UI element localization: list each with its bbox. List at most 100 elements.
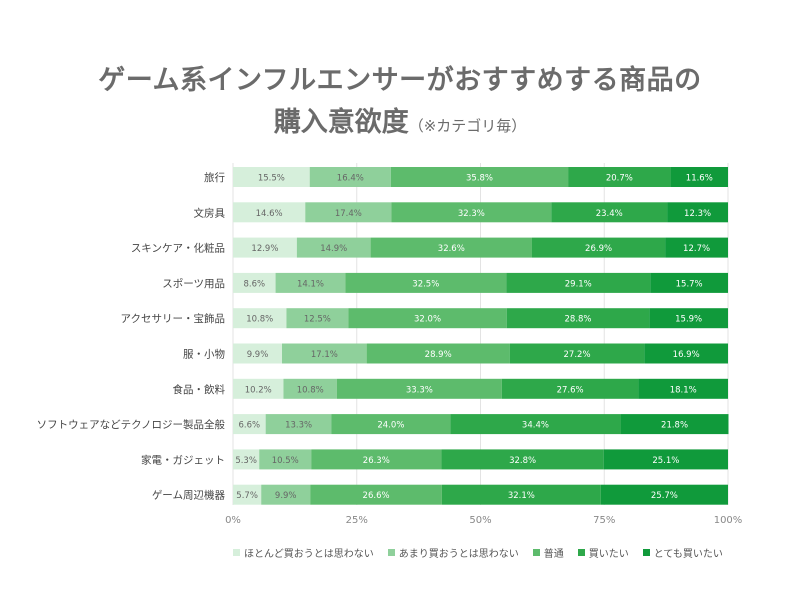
data-label: 28.9% <box>425 350 452 360</box>
chart-title-main: 購入意欲度 <box>273 107 409 138</box>
data-label: 27.6% <box>557 385 584 395</box>
category-label: スポーツ用品 <box>162 278 225 290</box>
data-label: 18.1% <box>670 385 697 395</box>
bar-segment <box>336 378 502 399</box>
category-label: 旅行 <box>204 171 225 184</box>
data-label: 11.6% <box>686 174 713 184</box>
data-label: 5.3% <box>235 456 257 466</box>
bar-segment <box>370 237 532 258</box>
stacked-bar-chart: 0% 25% 50% 75% 100% 旅行 15.5% 16.4% 35.8% 20.7% 11.… <box>37 163 743 526</box>
data-label: 26.6% <box>363 491 390 501</box>
data-label: 12.5% <box>304 315 331 325</box>
data-label: 23.4% <box>596 209 623 219</box>
data-label: 32.1% <box>508 491 535 501</box>
bar-segment <box>331 414 451 435</box>
data-label: 17.1% <box>311 350 338 360</box>
bar-segment <box>345 272 507 293</box>
bar-segment <box>600 484 728 505</box>
legend-label: 普通 <box>543 549 564 560</box>
category-label: 家電・ガジェット <box>141 453 225 466</box>
data-label: 8.6% <box>243 279 265 289</box>
legend-swatch <box>577 549 585 556</box>
bar-segment <box>286 308 349 329</box>
bar-segment <box>603 449 728 470</box>
bar-segment <box>233 167 310 187</box>
data-label: 24.0% <box>377 421 404 431</box>
bar-segment <box>501 378 639 399</box>
data-label: 9.9% <box>275 491 297 501</box>
data-label: 12.9% <box>251 244 278 254</box>
x-tick-label: 0% <box>225 515 241 526</box>
bar-segment <box>233 449 260 470</box>
legend-label: とても買いたい <box>653 549 723 560</box>
legend-item: とても買いたい <box>642 545 723 560</box>
bar-segment <box>233 308 287 329</box>
bar-segment <box>296 237 371 258</box>
data-label: 15.9% <box>675 315 702 325</box>
bar-segment <box>233 378 284 399</box>
bar-segment <box>309 167 391 187</box>
data-label: 9.9% <box>247 350 269 360</box>
data-label: 26.9% <box>585 244 612 254</box>
bar-segment <box>265 414 332 435</box>
x-tick-label: 50% <box>469 515 491 526</box>
bar-segment <box>450 414 621 435</box>
bar-segment <box>233 343 283 364</box>
bar-segment <box>366 343 510 364</box>
data-label: 12.7% <box>683 244 710 254</box>
legend-item: 買いたい <box>577 545 629 560</box>
bar-segment <box>551 202 668 223</box>
chart-title-line1: ゲーム系インフルエンサーがおすすめする商品の <box>98 65 702 96</box>
data-label: 10.8% <box>246 315 273 325</box>
data-label: 29.1% <box>565 279 592 289</box>
legend-swatch <box>642 549 650 556</box>
legend-item: ほとんど買おうとは思わない <box>233 545 374 560</box>
data-label: 33.3% <box>406 385 433 395</box>
chart-legend: ほとんど買おうとは思わない あまり買おうとは思わない 普通 買いたい とても買いたい <box>233 545 723 560</box>
category-label: 服・小物 <box>183 348 225 361</box>
data-label: 21.8% <box>661 421 688 431</box>
bar-segment <box>620 414 729 435</box>
bar-segment <box>568 167 671 187</box>
data-label: 28.8% <box>565 315 592 325</box>
bar-segment <box>391 202 552 223</box>
data-label: 17.4% <box>335 209 362 219</box>
bar-segment <box>233 237 297 258</box>
data-label: 15.7% <box>676 279 703 289</box>
bar-segment <box>311 449 442 470</box>
bar-segment <box>506 272 651 293</box>
bar-segment <box>441 484 601 505</box>
bar-segment <box>348 308 507 329</box>
data-label: 16.4% <box>337 174 364 184</box>
category-label: 文房具 <box>194 206 226 219</box>
data-label: 25.1% <box>652 456 679 466</box>
bar-segment <box>638 378 728 399</box>
data-label: 10.8% <box>297 385 324 395</box>
x-tick-label: 100% <box>714 515 743 526</box>
data-label: 32.6% <box>438 244 465 254</box>
bar-segment <box>644 343 728 364</box>
chart-title-note: （※カテゴリ毎） <box>408 117 527 135</box>
bar-segment <box>261 484 311 505</box>
bar-segment <box>667 202 728 223</box>
chart-title-line2: 購入意欲度（※カテゴリ毎） <box>0 100 800 139</box>
data-label: 16.9% <box>673 350 700 360</box>
data-label: 6.6% <box>239 421 261 431</box>
data-label: 13.3% <box>285 421 312 431</box>
bar-segment <box>233 414 266 435</box>
legend-item: 普通 <box>532 545 564 560</box>
legend-swatch <box>387 549 395 556</box>
data-label: 32.8% <box>509 456 536 466</box>
legend-label: あまり買おうとは思わない <box>398 549 519 560</box>
data-label: 12.3% <box>684 209 711 219</box>
bar-segment <box>670 167 728 187</box>
data-label: 26.3% <box>363 456 390 466</box>
data-label: 14.1% <box>297 279 324 289</box>
bar-segment <box>531 237 666 258</box>
data-label: 32.3% <box>458 209 485 219</box>
bar-segment <box>441 449 604 470</box>
bar-segment <box>310 484 442 505</box>
category-label: ソフトウェアなどテクノロジー製品全般 <box>37 418 226 431</box>
x-tick-label: 75% <box>593 515 615 526</box>
bar-segment <box>275 272 346 293</box>
